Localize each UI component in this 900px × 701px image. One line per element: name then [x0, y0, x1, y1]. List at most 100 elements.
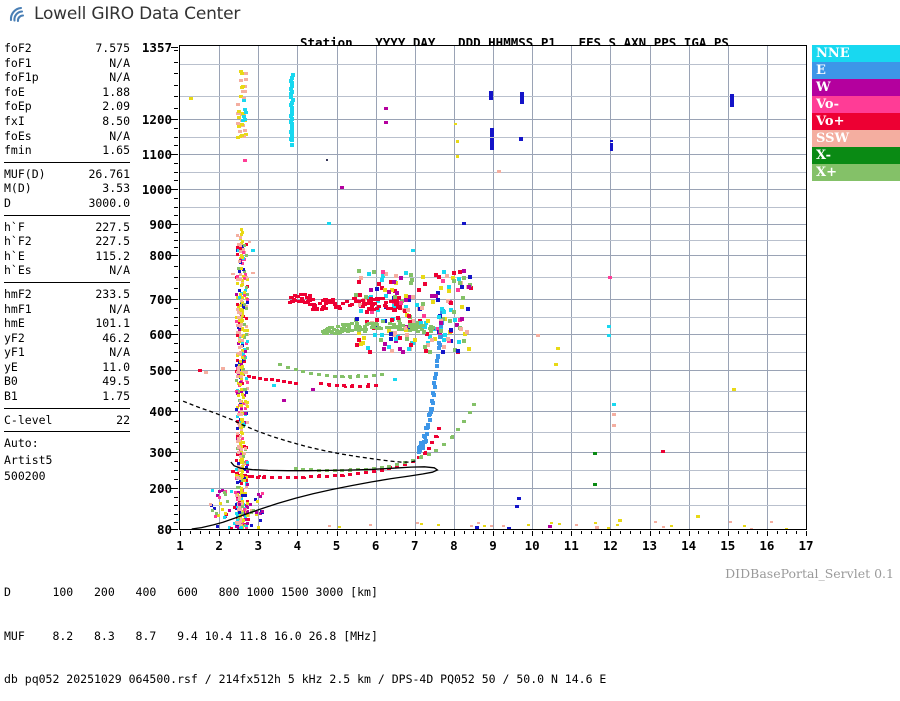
echo-point — [360, 328, 365, 332]
echo-point — [230, 272, 235, 275]
y-axis-tick — [171, 119, 178, 120]
echo-point — [238, 338, 242, 341]
param-key: h`E — [4, 248, 25, 263]
x-axis-tick-minor — [425, 531, 426, 534]
echo-point — [425, 423, 430, 427]
echo-point — [482, 524, 486, 527]
echo-point — [240, 241, 244, 245]
echo-point — [236, 485, 239, 489]
echo-point — [240, 487, 244, 491]
echo-point — [368, 296, 373, 300]
param-value: N/A — [109, 345, 130, 360]
echo-point — [610, 146, 614, 149]
echo-point — [243, 445, 247, 448]
y-axis-tick-minor — [174, 390, 178, 392]
y-axis-tick-minor — [174, 145, 178, 147]
echo-point — [360, 341, 365, 345]
echo-point — [742, 525, 746, 528]
y-axis-tick-minor — [174, 316, 178, 318]
echo-point — [289, 117, 294, 122]
echo-point — [246, 386, 249, 390]
echo-point — [387, 325, 392, 329]
grid-line-horizontal-minor — [180, 391, 806, 392]
echo-point — [388, 332, 393, 337]
echo-point — [237, 497, 241, 501]
x-axis-label: 4 — [293, 538, 302, 553]
x-axis-tick-minor — [601, 531, 602, 534]
echo-point — [362, 325, 367, 329]
ionogram-plot-area[interactable] — [179, 45, 807, 530]
echo-point — [341, 328, 346, 332]
footer-line-db: db pq052 20251029 064500.rsf / 214fx512h… — [4, 672, 607, 686]
echo-point — [238, 505, 242, 509]
echo-point — [210, 509, 214, 512]
x-axis-tick — [337, 531, 338, 536]
x-axis-tick — [728, 531, 729, 536]
x-axis-tick-minor — [708, 531, 709, 534]
echo-point — [240, 465, 244, 469]
x-axis-tick-minor — [307, 531, 308, 534]
legend-item-w[interactable]: W — [812, 79, 900, 96]
echo-point — [246, 518, 250, 522]
x-axis-tick-minor — [239, 531, 240, 534]
echo-point — [316, 475, 321, 478]
param-value: 22 — [116, 412, 130, 427]
echo-point — [240, 321, 244, 325]
echo-point — [366, 306, 371, 310]
echo-point — [324, 373, 329, 377]
echo-point — [245, 376, 249, 380]
echo-point — [243, 334, 247, 337]
legend-item-vo[interactable]: Vo+ — [812, 113, 900, 130]
echo-point — [250, 511, 254, 515]
echo-point — [245, 324, 248, 328]
echo-point — [237, 438, 241, 442]
echo-point — [290, 100, 295, 105]
echo-point — [216, 513, 220, 517]
echo-point — [236, 365, 240, 369]
echo-point — [240, 233, 244, 237]
echo-point — [322, 332, 327, 336]
legend-item-nne[interactable]: NNE — [812, 45, 900, 62]
param-value: 8.50 — [102, 113, 130, 128]
x-axis-tick-minor — [620, 531, 621, 534]
echo-point — [407, 319, 412, 324]
echo-point — [216, 494, 220, 498]
echo-point — [223, 491, 227, 495]
echo-point — [395, 463, 400, 467]
legend-item-x[interactable]: X+ — [812, 164, 900, 181]
echo-point — [414, 328, 419, 332]
legend-item-vo[interactable]: Vo- — [812, 96, 900, 113]
echo-point — [506, 526, 511, 529]
echo-point — [242, 250, 246, 254]
echo-point — [240, 253, 244, 257]
echo-point — [245, 328, 249, 332]
echo-point — [242, 441, 245, 445]
echo-point — [392, 288, 397, 293]
echo-point — [289, 81, 294, 86]
echo-point — [428, 409, 433, 414]
echo-point — [357, 293, 362, 298]
echo-point — [227, 525, 231, 529]
x-axis-tick-minor — [464, 531, 465, 534]
echo-point — [610, 148, 614, 151]
echo-point — [237, 124, 242, 128]
echo-point — [233, 490, 237, 494]
echo-point — [239, 308, 242, 312]
legend-item-e[interactable]: E — [812, 62, 900, 79]
legend-item-x[interactable]: X- — [812, 147, 900, 164]
echo-point — [247, 241, 251, 244]
x-axis-tick-minor — [229, 531, 230, 534]
echo-point — [197, 369, 202, 373]
echo-point — [429, 338, 434, 343]
echo-point — [328, 300, 333, 304]
echo-point — [243, 387, 247, 391]
echo-point — [364, 327, 369, 331]
echo-point — [425, 318, 430, 323]
grid-line-vertical — [297, 46, 298, 529]
legend-item-ssw[interactable]: SSW — [812, 130, 900, 147]
echo-point — [430, 399, 435, 403]
x-axis-tick-minor — [796, 531, 797, 534]
echo-point — [430, 401, 435, 406]
echo-point — [239, 324, 243, 328]
echo-point — [242, 395, 245, 399]
